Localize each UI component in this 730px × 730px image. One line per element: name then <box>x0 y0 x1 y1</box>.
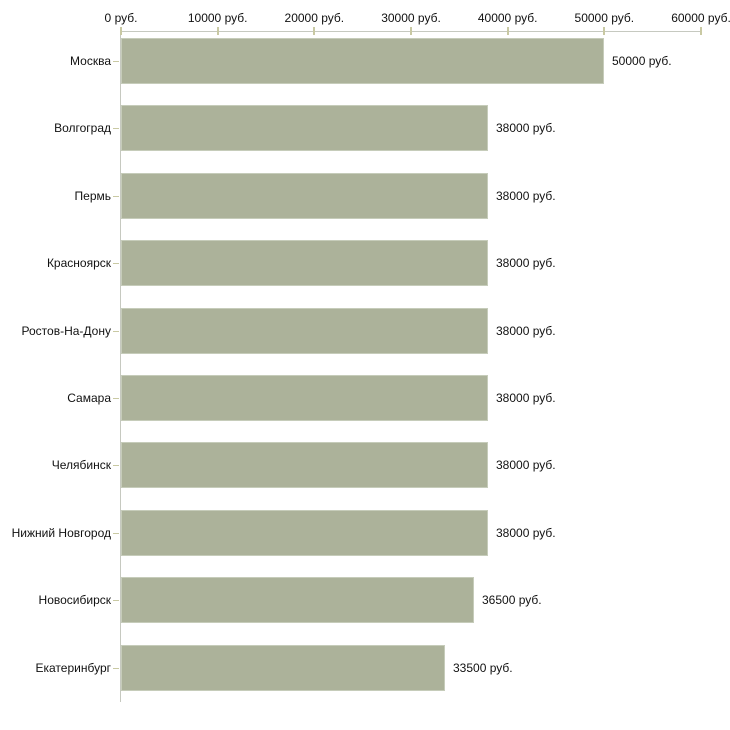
value-label: 38000 руб. <box>496 391 556 405</box>
x-tick-label: 0 руб. <box>104 11 138 25</box>
category-tick-mark <box>113 263 119 264</box>
x-tick-label: 20000 руб. <box>284 11 345 25</box>
value-label: 33500 руб. <box>453 661 513 675</box>
bar <box>121 308 488 354</box>
category-label: Екатеринбург <box>35 661 112 675</box>
value-label: 38000 руб. <box>496 458 556 472</box>
category-label: Самара <box>67 391 111 405</box>
x-tick-mark <box>700 27 702 35</box>
value-label: 38000 руб. <box>496 189 556 203</box>
x-tick-label: 60000 руб. <box>671 11 730 25</box>
category-tick-mark <box>113 600 119 601</box>
category-tick-mark <box>113 128 119 129</box>
category-label: Волгоград <box>54 121 111 135</box>
category-tick-mark <box>113 331 119 332</box>
category-label: Москва <box>70 54 111 68</box>
bar <box>121 375 488 421</box>
bar <box>121 240 488 286</box>
x-tick-mark <box>507 27 509 35</box>
category-tick-mark <box>113 668 119 669</box>
x-tick-mark <box>217 27 219 35</box>
bar <box>121 645 445 691</box>
category-tick-mark <box>113 61 119 62</box>
y-axis-line <box>120 31 121 702</box>
category-tick-mark <box>113 196 119 197</box>
value-label: 38000 руб. <box>496 256 556 270</box>
bar <box>121 442 488 488</box>
bar <box>121 105 488 151</box>
bar <box>121 510 488 556</box>
value-label: 38000 руб. <box>496 324 556 338</box>
category-tick-mark <box>113 533 119 534</box>
category-tick-mark <box>113 398 119 399</box>
category-label: Красноярск <box>46 256 111 270</box>
x-tick-label: 40000 руб. <box>477 11 538 25</box>
x-tick-mark <box>313 27 315 35</box>
value-label: 38000 руб. <box>496 526 556 540</box>
category-label: Пермь <box>74 189 111 203</box>
x-tick-label: 10000 руб. <box>187 11 248 25</box>
x-tick-label: 30000 руб. <box>381 11 441 25</box>
x-tick-mark <box>410 27 412 35</box>
category-label: Новосибирск <box>38 593 111 607</box>
x-tick-mark <box>603 27 605 35</box>
category-tick-mark <box>113 465 119 466</box>
bar <box>121 173 488 219</box>
category-label: Нижний Новгород <box>11 526 111 540</box>
category-label: Челябинск <box>51 458 111 472</box>
value-label: 50000 руб. <box>612 54 672 68</box>
bar <box>121 38 604 84</box>
x-tick-mark <box>120 27 122 35</box>
bar <box>121 577 474 623</box>
value-label: 38000 руб. <box>496 121 556 135</box>
category-label: Ростов-На-Дону <box>21 324 111 338</box>
value-label: 36500 руб. <box>482 593 542 607</box>
x-tick-label: 50000 руб. <box>574 11 635 25</box>
